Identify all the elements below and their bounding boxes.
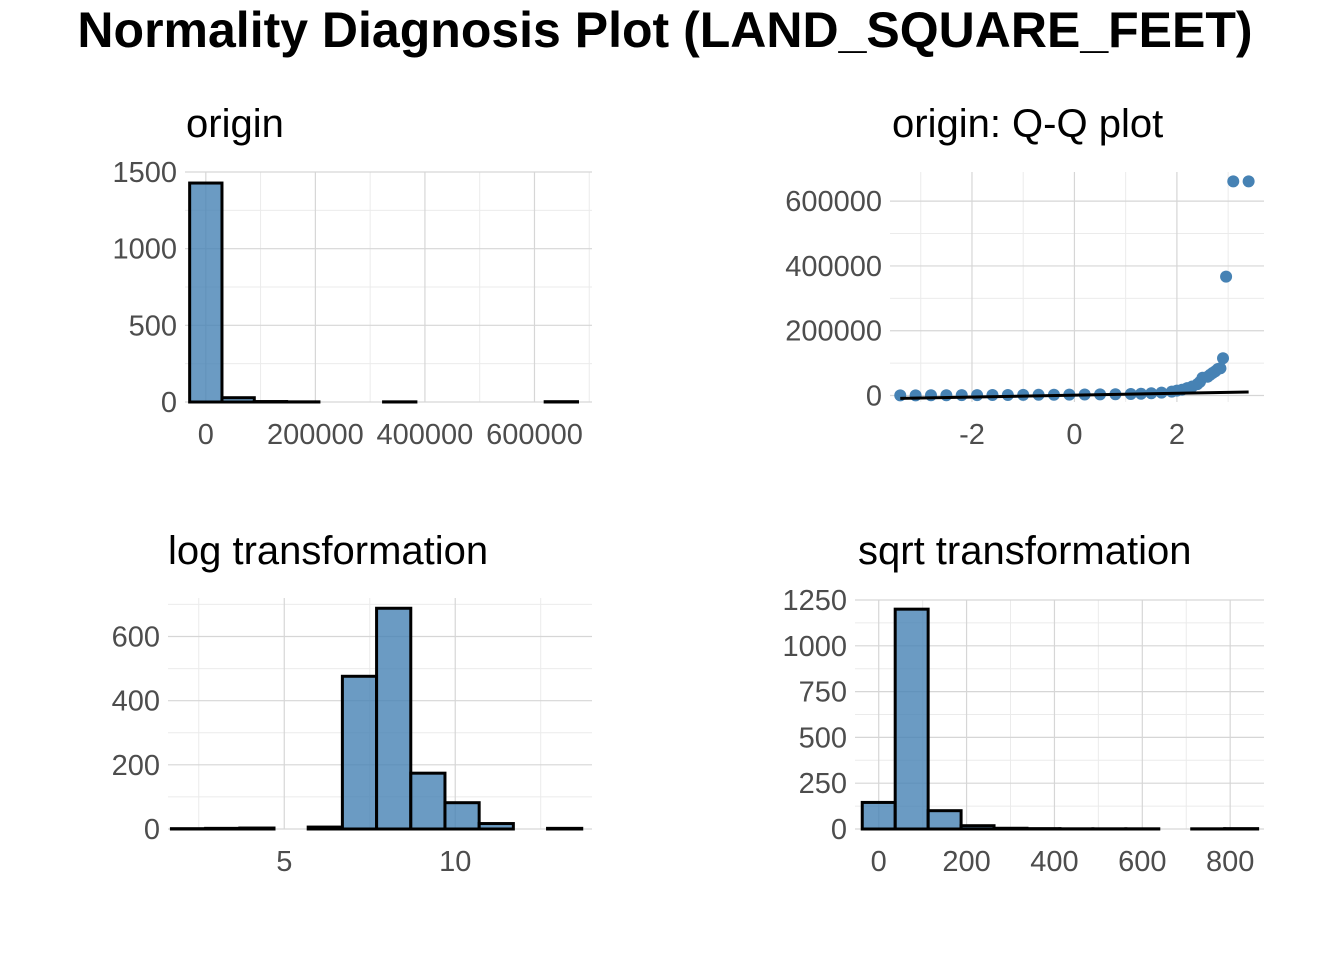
panel-log: 5 10 0 200 400 600 log transformation <box>112 529 592 878</box>
y-tick-label: 0 <box>144 814 160 846</box>
y-tick-label: 1000 <box>782 631 847 663</box>
histogram-bar <box>477 822 515 831</box>
histogram-bar <box>409 771 447 831</box>
qq-point <box>1094 388 1107 401</box>
qq-point <box>1047 388 1060 401</box>
histogram-bar <box>238 826 276 831</box>
y-tick-label: 400000 <box>785 251 882 283</box>
y-tick-label: 750 <box>799 677 847 709</box>
qq-point <box>1186 380 1199 393</box>
qq-point <box>1206 366 1219 379</box>
x-tick-label: 0 <box>1066 419 1082 451</box>
qq-point <box>971 389 984 402</box>
qq-point <box>1227 175 1240 188</box>
qq-point <box>1063 388 1076 401</box>
qq-point <box>1214 362 1227 375</box>
y-tick-label: 400 <box>112 686 160 718</box>
qq-point <box>986 389 999 402</box>
qq-point <box>1176 383 1189 396</box>
qq-point <box>1001 388 1014 401</box>
x-tick-label: 600 <box>1118 846 1166 878</box>
qq-point <box>894 389 907 402</box>
panel-title: origin <box>186 102 284 146</box>
y-tick-label: 1250 <box>782 585 847 617</box>
x-tick-label: 200000 <box>267 419 364 451</box>
y-tick-label: 1000 <box>112 234 177 266</box>
qq-point <box>1155 386 1168 399</box>
qq-reference-line <box>900 390 1249 400</box>
qq-point <box>1109 388 1122 401</box>
qq-point <box>1181 382 1194 395</box>
qq-point <box>1135 387 1148 400</box>
qq-point <box>1217 352 1230 365</box>
histogram-bar <box>992 826 1029 831</box>
x-tick-label: -2 <box>959 419 985 451</box>
x-tick-label: 600000 <box>486 419 583 451</box>
qq-point <box>1201 370 1214 383</box>
histogram-bar <box>375 606 413 831</box>
x-tick-label: 10 <box>439 846 471 878</box>
qq-point <box>1193 375 1206 388</box>
panel-title: log transformation <box>168 529 488 573</box>
qq-point <box>1242 175 1255 188</box>
panel-sqrt: 0 200 400 600 800 0 250 500 750 1000 1250 sqrt tran… <box>782 529 1264 878</box>
qq-point <box>1204 368 1217 381</box>
y-tick-label: 0 <box>831 814 847 846</box>
panel-title: origin: Q-Q plot <box>892 102 1163 146</box>
qq-point <box>909 389 922 402</box>
qq-point <box>1220 270 1233 283</box>
histogram-bar <box>860 800 897 831</box>
main-title: Normality Diagnosis Plot (LAND_SQUARE_FE… <box>77 2 1253 58</box>
x-tick-label: 0 <box>871 846 887 878</box>
histogram-bar <box>188 181 224 404</box>
y-tick-label: 250 <box>799 768 847 800</box>
histogram-bar <box>926 809 963 831</box>
panel-qq: -2 0 2 0 200000 400000 600000 origin: Q-Q plot <box>785 102 1264 451</box>
qq-point <box>1209 365 1222 378</box>
y-tick-label: 0 <box>866 381 882 413</box>
histogram-bar <box>546 826 584 831</box>
histogram-bar <box>443 801 481 831</box>
histogram-bar <box>220 396 256 404</box>
y-tick-label: 1500 <box>112 157 177 189</box>
qq-point <box>1196 371 1209 384</box>
histogram-bar <box>893 607 930 831</box>
y-tick-label: 600 <box>112 622 160 654</box>
panel-title: sqrt transformation <box>858 529 1191 573</box>
qq-point <box>1145 387 1158 400</box>
y-tick-label: 200000 <box>785 316 882 348</box>
x-tick-label: 400000 <box>377 419 474 451</box>
y-tick-label: 200 <box>112 750 160 782</box>
x-tick-label: 200 <box>942 846 990 878</box>
qq-point <box>940 389 953 402</box>
x-tick-label: 400 <box>1030 846 1078 878</box>
y-tick-label: 500 <box>129 310 177 342</box>
qq-point <box>1170 384 1183 397</box>
x-tick-label: 800 <box>1206 846 1254 878</box>
histogram-bar <box>306 825 344 831</box>
y-tick-label: 600000 <box>785 186 882 218</box>
histogram-bar <box>340 674 379 831</box>
x-tick-label: 0 <box>198 419 214 451</box>
x-tick-label: 5 <box>276 846 292 878</box>
qq-point <box>1017 388 1030 401</box>
qq-point <box>1191 378 1204 391</box>
histogram-bar <box>204 826 242 831</box>
qq-point <box>1032 388 1045 401</box>
y-tick-label: 500 <box>799 722 847 754</box>
x-tick-label: 2 <box>1169 419 1185 451</box>
panel-origin: 0 200000 400000 600000 0 500 1000 1500 origin <box>112 102 592 451</box>
qq-point <box>1124 387 1137 400</box>
qq-point <box>955 389 968 402</box>
qq-point <box>924 389 937 402</box>
qq-point <box>1078 388 1091 401</box>
y-tick-label: 0 <box>161 387 177 419</box>
histogram-bar <box>959 824 996 831</box>
qq-point <box>1211 362 1224 375</box>
qq-point <box>1165 385 1178 398</box>
